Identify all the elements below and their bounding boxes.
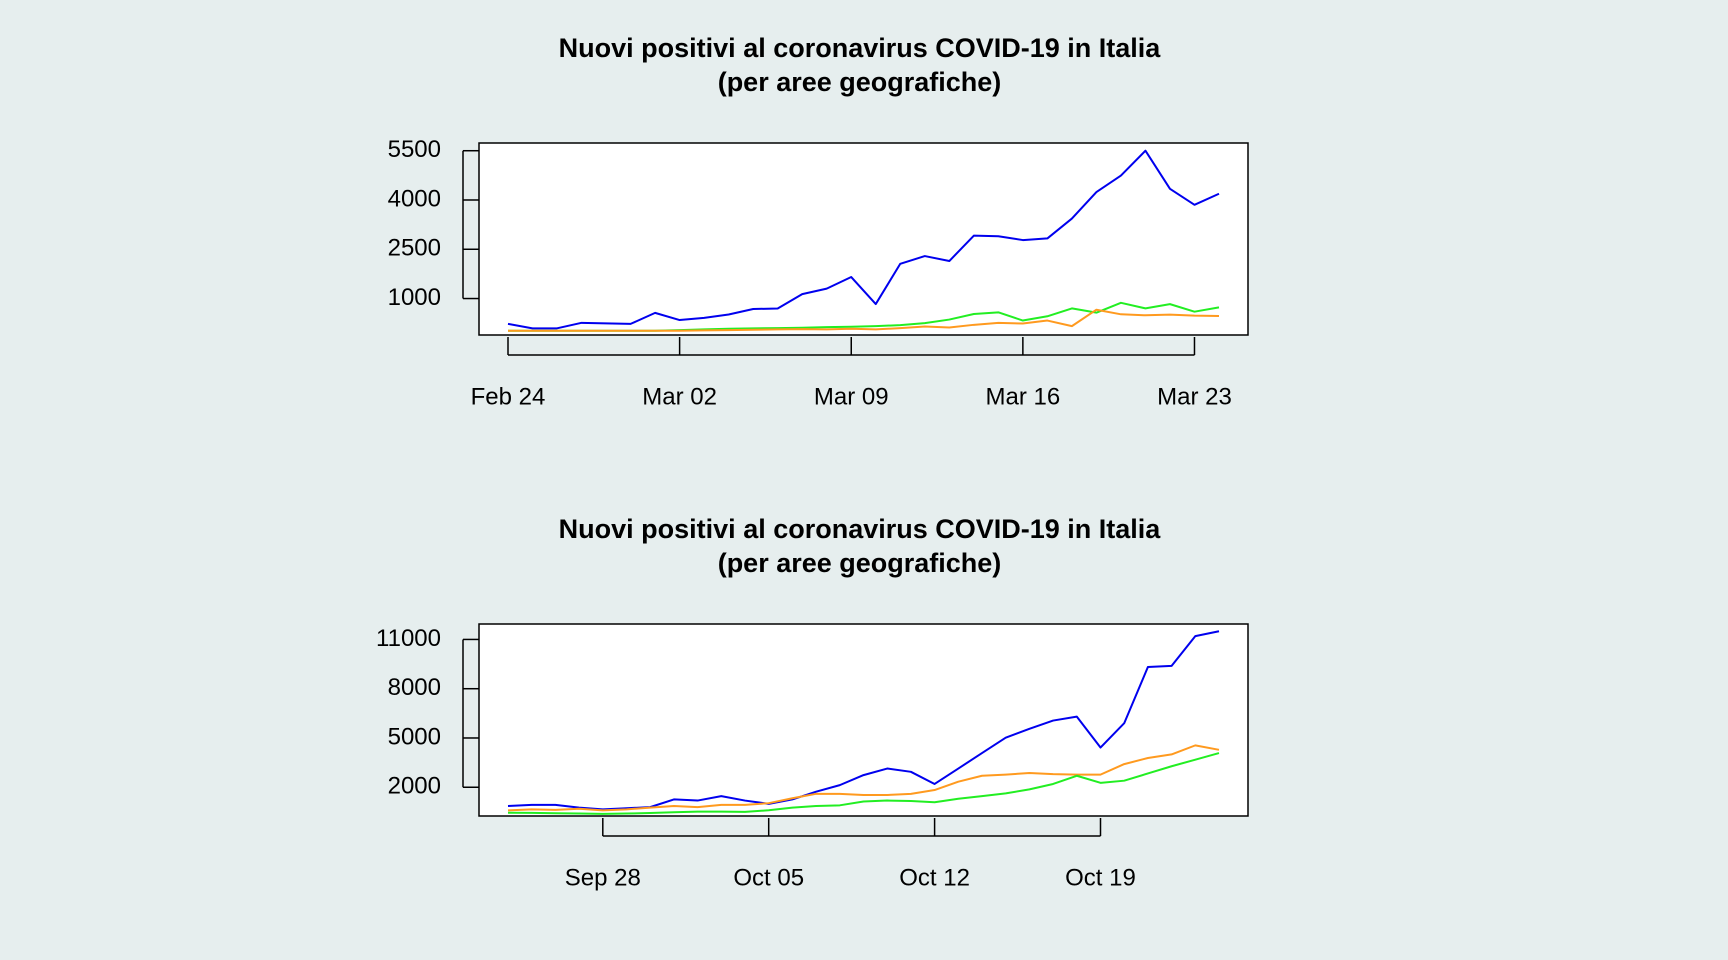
series-line — [507, 149, 1220, 330]
plot-area — [479, 624, 1248, 816]
series-line — [507, 744, 1220, 812]
x-tick-label: Mar 23 — [1157, 383, 1232, 410]
series-line — [508, 308, 1220, 332]
series-line — [507, 752, 1220, 815]
series-line — [507, 630, 1220, 811]
x-tick-label: Oct 12 — [899, 864, 970, 891]
y-tick-label: 11000 — [376, 625, 441, 652]
chart-title: Nuovi positivi al coronavirus COVID-19 i… — [559, 33, 1162, 63]
y-tick-label: 8000 — [388, 674, 441, 701]
plot-frame — [478, 623, 1249, 817]
x-tick-label: Oct 05 — [733, 864, 804, 891]
x-tick-label: Oct 19 — [1065, 864, 1136, 891]
y-tick-label: 5000 — [388, 723, 441, 750]
chart-title: Nuovi positivi al coronavirus COVID-19 i… — [559, 514, 1162, 544]
x-tick-label: Feb 24 — [471, 383, 546, 410]
x-tick-label: Mar 02 — [642, 383, 717, 410]
y-tick-label: 2500 — [388, 235, 441, 262]
y-tick-label: 2000 — [388, 773, 441, 800]
chart-subtitle: (per aree geografiche) — [718, 548, 1002, 578]
y-tick-label: 5500 — [388, 136, 441, 163]
x-tick-label: Mar 16 — [986, 383, 1061, 410]
x-tick-label: Sep 28 — [565, 864, 641, 891]
y-tick-label: 1000 — [388, 284, 441, 311]
x-tick-label: Mar 09 — [814, 383, 889, 410]
plot-frame — [478, 142, 1249, 336]
y-tick-label: 4000 — [388, 185, 441, 212]
chart-subtitle: (per aree geografiche) — [718, 67, 1002, 97]
